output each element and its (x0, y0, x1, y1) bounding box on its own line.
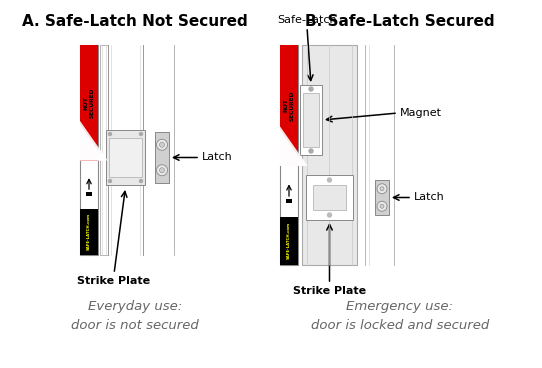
Text: SAFE-LATCH.com: SAFE-LATCH.com (287, 222, 291, 259)
Polygon shape (193, 45, 283, 166)
Bar (86, 192, 92, 196)
Text: Emergency use:
door is locked and secured: Emergency use: door is locked and secure… (311, 300, 489, 332)
Polygon shape (19, 45, 105, 160)
Bar (106, 130, 145, 185)
Bar (280, 45, 298, 166)
Circle shape (327, 213, 332, 217)
Polygon shape (205, 45, 295, 166)
Bar (303, 93, 319, 147)
Circle shape (159, 142, 165, 147)
Bar (313, 185, 346, 210)
Bar (306, 175, 353, 220)
Bar (100, 45, 108, 255)
Bar (280, 45, 298, 265)
Polygon shape (2, 45, 88, 160)
Bar (302, 45, 357, 265)
Bar (80, 45, 98, 160)
Text: SAFE-LATCH.com: SAFE-LATCH.com (87, 213, 91, 251)
Bar (80, 45, 98, 160)
Text: Latch: Latch (202, 152, 233, 163)
Circle shape (377, 184, 387, 194)
Circle shape (108, 180, 112, 183)
Text: Latch: Latch (414, 192, 445, 202)
Bar (375, 180, 389, 215)
Bar (80, 209, 98, 255)
Polygon shape (217, 45, 308, 166)
Bar (286, 199, 292, 204)
Circle shape (139, 132, 143, 135)
Polygon shape (210, 45, 300, 166)
Text: NOT
SECURED: NOT SECURED (284, 90, 294, 121)
Polygon shape (200, 45, 291, 166)
Circle shape (327, 178, 332, 182)
Circle shape (380, 204, 384, 208)
Text: Strike Plate: Strike Plate (293, 286, 366, 296)
Circle shape (377, 201, 387, 211)
Circle shape (159, 168, 165, 173)
Polygon shape (195, 45, 286, 166)
Polygon shape (9, 45, 95, 160)
Circle shape (157, 165, 167, 176)
Bar (280, 45, 298, 166)
Polygon shape (14, 45, 100, 160)
Bar (280, 217, 298, 265)
Text: Magnet: Magnet (400, 108, 442, 118)
Circle shape (139, 180, 143, 183)
Polygon shape (208, 45, 298, 166)
Text: Safe-Latch: Safe-Latch (277, 15, 337, 25)
Text: B. Safe-Latch Secured: B. Safe-Latch Secured (305, 14, 495, 29)
Polygon shape (215, 45, 305, 166)
Circle shape (157, 139, 167, 150)
Polygon shape (0, 45, 81, 160)
Text: A. Safe-Latch Not Secured: A. Safe-Latch Not Secured (22, 14, 248, 29)
Polygon shape (7, 45, 93, 160)
Polygon shape (212, 45, 303, 166)
Bar (80, 45, 98, 255)
Circle shape (309, 149, 313, 153)
Bar (109, 138, 142, 177)
Circle shape (309, 87, 313, 91)
Text: Strike Plate: Strike Plate (78, 276, 151, 286)
Text: Everyday use:
door is not secured: Everyday use: door is not secured (71, 300, 199, 332)
Polygon shape (22, 45, 108, 160)
Text: NOT
SECURED: NOT SECURED (84, 88, 94, 118)
Bar (155, 132, 169, 183)
Polygon shape (0, 45, 83, 160)
Polygon shape (4, 45, 91, 160)
Polygon shape (203, 45, 293, 166)
Polygon shape (11, 45, 98, 160)
Circle shape (380, 187, 384, 191)
Polygon shape (190, 45, 281, 166)
Bar (300, 85, 322, 155)
Circle shape (108, 132, 112, 135)
Polygon shape (0, 45, 86, 160)
Polygon shape (198, 45, 288, 166)
Polygon shape (16, 45, 103, 160)
